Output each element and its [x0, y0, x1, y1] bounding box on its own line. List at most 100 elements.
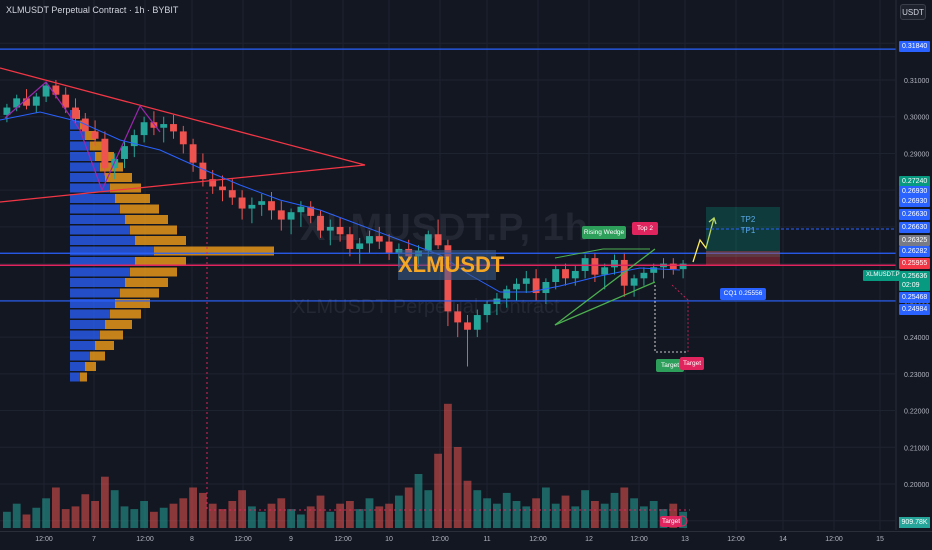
volume-bar — [346, 501, 354, 528]
tp1-label: TP1 — [740, 226, 756, 235]
volume-bar — [512, 501, 521, 528]
target-red-label[interactable]: Target — [680, 357, 704, 370]
candle-body — [160, 124, 168, 128]
target-green-label[interactable]: Target — [656, 359, 684, 372]
candle-body — [424, 234, 432, 251]
price-tick-label: 0.20000 — [904, 482, 929, 489]
target-bottom-label[interactable]: Target — [660, 516, 682, 527]
volume-bars — [3, 403, 687, 528]
description-watermark: XLMUSDT Perpetual Contract — [292, 296, 560, 318]
candle-body — [277, 210, 285, 220]
candle-body — [562, 269, 569, 279]
volume-bar — [218, 509, 227, 528]
volume-bar — [228, 501, 237, 528]
profile-bar-down — [125, 278, 168, 287]
candle-body — [591, 258, 599, 275]
volume-bar — [630, 498, 638, 528]
candle-body — [209, 179, 217, 187]
volume-bar — [52, 487, 60, 528]
volume-bar — [620, 487, 629, 528]
candle-body — [228, 190, 236, 198]
profile-bar-up — [70, 267, 130, 277]
candle-body — [170, 124, 177, 132]
volume-bar — [365, 498, 374, 528]
volume-bar — [591, 501, 599, 528]
volume-bar — [355, 509, 364, 528]
profile-bar-down — [154, 246, 274, 256]
candle-body — [346, 234, 354, 249]
volume-bar — [287, 509, 295, 528]
time-tick-label: 7 — [92, 536, 96, 543]
volume-bar — [130, 509, 139, 528]
profile-bar-up — [70, 362, 85, 371]
profile-bar-up — [70, 341, 95, 350]
symbol-watermark: XLMUSDT.P, 1h — [300, 207, 589, 249]
time-tick-label: 15 — [876, 536, 884, 543]
candle-body — [101, 138, 109, 169]
candle-body — [669, 263, 677, 270]
candle-body — [522, 278, 530, 284]
candle-body — [199, 162, 207, 180]
profile-bar-up — [70, 330, 100, 340]
profile-bar-up — [70, 152, 95, 161]
price-tag: 02:09 — [899, 280, 930, 291]
volume-bar — [42, 498, 50, 528]
profile-bar-up — [70, 173, 105, 182]
time-tick-label: 12:00 — [334, 536, 352, 543]
candle-body — [297, 206, 305, 213]
volume-bar — [159, 507, 168, 528]
volume-bar — [502, 492, 511, 528]
volume-bar — [669, 503, 678, 528]
time-tick-label: 12 — [585, 536, 593, 543]
time-tick-label: 12:00 — [234, 536, 252, 543]
chart-title: XLMUSDT Perpetual Contract · 1h · BYBIT — [6, 5, 179, 15]
price-tick-label: 0.23000 — [904, 372, 929, 379]
profile-bar-down — [100, 330, 123, 340]
candle-body — [679, 263, 687, 270]
position-tag[interactable]: CQ1 0.25556 — [720, 288, 766, 300]
candle-body — [483, 304, 491, 316]
volume-bar — [640, 506, 648, 528]
candle-body — [640, 272, 648, 279]
price-tick-label: 0.24000 — [904, 335, 929, 342]
candle-body — [552, 269, 560, 282]
price-tag: 0.31840 — [899, 41, 930, 52]
volume-bar — [375, 506, 384, 528]
candle-body — [23, 98, 30, 106]
price-tick-label: 0.22000 — [904, 409, 929, 416]
candle-body — [32, 96, 40, 106]
price-tick-label: 0.30000 — [904, 115, 929, 122]
price-tag: 0.24984 — [899, 304, 930, 315]
wedge-lower-line — [554, 281, 656, 326]
time-tick-label: 8 — [190, 536, 194, 543]
volume-bar — [679, 511, 687, 528]
projection-arrowhead — [708, 216, 717, 225]
currency-button[interactable]: USDT — [900, 4, 926, 20]
volume-bar — [336, 503, 344, 528]
volume-bar — [110, 490, 119, 528]
candle-body — [385, 241, 393, 253]
projection-path — [692, 217, 715, 263]
wedge-upper-line — [554, 248, 656, 326]
symbol-price-tag: XLMUSDT.P — [863, 270, 900, 281]
volume-bar — [257, 511, 266, 528]
volume-bar — [434, 453, 442, 528]
candle-body — [434, 234, 442, 246]
triangle-pattern — [0, 67, 366, 203]
time-tick-label: 12:00 — [825, 536, 843, 543]
candle-body — [111, 158, 119, 169]
rising-wedge-label[interactable]: Rising Wedge — [582, 226, 626, 239]
profile-bar-down — [95, 341, 114, 350]
profile-bar-down — [120, 288, 159, 298]
top2-label[interactable]: Top 2 — [632, 222, 658, 235]
profile-bar-up — [70, 204, 120, 214]
profile-bar-up — [70, 141, 90, 151]
candle-body — [121, 146, 128, 159]
candle-body — [542, 282, 550, 294]
volume-bar — [551, 503, 560, 528]
candle-body — [72, 107, 79, 119]
tp2-label: TP2 — [740, 215, 756, 224]
profile-bar-down — [125, 215, 168, 224]
